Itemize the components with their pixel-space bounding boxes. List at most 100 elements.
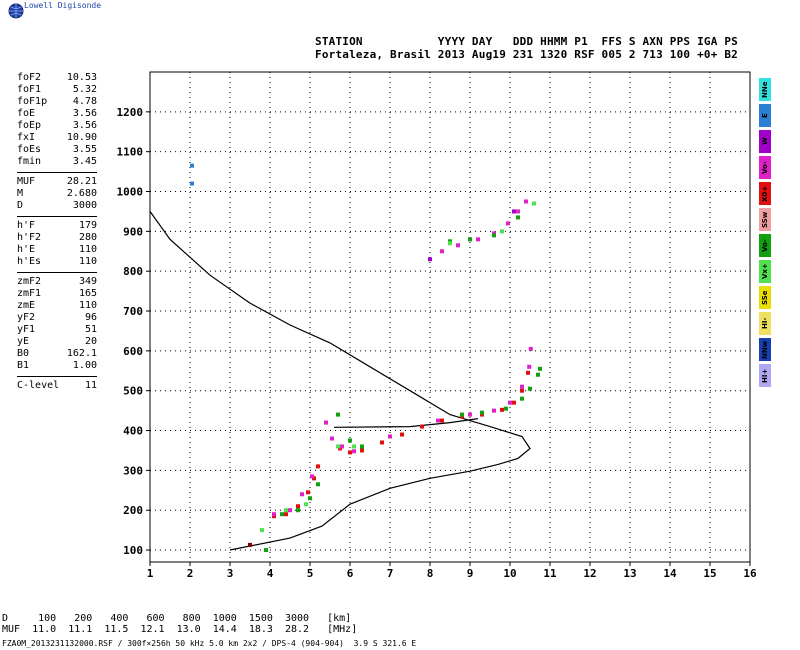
param-label: yE — [17, 336, 30, 347]
profile-lines — [149, 211, 531, 551]
param-label: h'E — [17, 244, 36, 255]
param-label: yF1 — [17, 324, 36, 335]
param-row: B1 1.00 — [17, 360, 97, 372]
trace-point — [284, 512, 288, 517]
param-row: D 3000 — [17, 200, 97, 212]
trace-series — [272, 199, 533, 517]
x-tick-label: 4 — [267, 567, 274, 580]
virtual-height-line — [333, 418, 479, 428]
y-tick-label: 300 — [123, 464, 143, 477]
param-value: 10.53 — [66, 72, 97, 83]
legend-item: HI+ — [759, 364, 771, 387]
trace-point — [400, 432, 404, 437]
param-label: h'F — [17, 220, 36, 231]
param-label: foF1p — [17, 96, 48, 107]
param-row: foEp 3.56 — [17, 120, 97, 132]
trace-point — [264, 548, 268, 553]
param-label: foEs — [17, 144, 42, 155]
trace-point — [388, 434, 392, 439]
param-value: 3000 — [72, 200, 97, 211]
param-value: 179 — [78, 220, 97, 231]
param-label: h'Es — [17, 256, 42, 267]
param-value: 110 — [78, 244, 97, 255]
trace-point — [380, 440, 384, 445]
y-tick-label: 1000 — [117, 186, 144, 199]
x-tick-label: 12 — [583, 567, 596, 580]
param-row: yF1 51 — [17, 324, 97, 336]
trace-point — [348, 438, 352, 443]
trace-point — [460, 412, 464, 417]
trace-point — [296, 508, 300, 513]
trace-point — [352, 444, 356, 449]
param-row: M 2.680 — [17, 188, 97, 200]
param-label: zmE — [17, 300, 36, 311]
trace-point — [504, 406, 508, 411]
param-label: C-level — [17, 380, 60, 391]
brand-label: Lowell Digisonde — [24, 1, 102, 10]
legend-item: NNw — [759, 338, 771, 361]
electron-density-profile-line — [149, 211, 531, 551]
y-tick-label: 900 — [123, 225, 143, 238]
y-tick-label: 700 — [123, 305, 143, 318]
legend-item: E — [759, 104, 771, 127]
param-row: foEs 3.55 — [17, 144, 97, 156]
param-separator — [17, 216, 97, 217]
trace-point — [336, 412, 340, 417]
y-tick-label: 100 — [123, 544, 143, 557]
trace-point — [284, 508, 288, 513]
param-value: 162.1 — [66, 348, 97, 359]
plot-frame — [149, 71, 751, 563]
trace-point — [468, 237, 472, 242]
param-row: zmF2 349 — [17, 276, 97, 288]
trace-series — [260, 201, 536, 533]
legend-item: X0+ — [759, 182, 771, 205]
trace-point — [330, 436, 334, 441]
legend-item: NNe — [759, 78, 771, 101]
param-row: h'Es 110 — [17, 256, 97, 268]
y-tick-label: 1200 — [117, 106, 144, 119]
trace-point — [456, 243, 460, 248]
trace-point — [348, 450, 352, 455]
file-info-footer: FZA0M_2013231132000.RSF / 300f×256h 50 k… — [2, 639, 417, 648]
trace-point — [528, 386, 532, 391]
param-label: yF2 — [17, 312, 36, 323]
trace-point — [492, 233, 496, 238]
muf-distance-row: D 100 200 400 600 800 1000 1500 3000 [km… — [2, 613, 352, 624]
x-tick-label: 5 — [307, 567, 314, 580]
x-tick-label: 6 — [347, 567, 354, 580]
scaled-parameters-panel: foF2 10.53 foF1 5.32 foF1p 4.78 foE 3.56 foEp 3.5… — [17, 72, 97, 392]
legend-item: Vo- — [759, 156, 771, 179]
x-tick-label: 14 — [663, 567, 677, 580]
y-tick-label: 400 — [123, 425, 143, 438]
param-value: 1.00 — [72, 360, 97, 371]
param-value: 110 — [78, 256, 97, 267]
trace-point — [316, 482, 320, 487]
param-row: h'E 110 — [17, 244, 97, 256]
trace-point — [520, 396, 524, 401]
y-tick-label: 600 — [123, 345, 143, 358]
param-row: fxI 10.90 — [17, 132, 97, 144]
x-tick-label: 15 — [703, 567, 716, 580]
param-label: foF1 — [17, 84, 42, 95]
param-label: foE — [17, 108, 36, 119]
legend-item: W — [759, 130, 771, 153]
param-row: foF1 5.32 — [17, 84, 97, 96]
trace-point — [448, 241, 452, 246]
trace-point — [516, 209, 520, 214]
legend-item: SSe — [759, 286, 771, 309]
x-tick-label: 13 — [623, 567, 636, 580]
legend-item: HI- — [759, 312, 771, 335]
trace-series — [264, 215, 542, 553]
param-value: 165 — [78, 288, 97, 299]
x-tick-label: 1 — [147, 567, 154, 580]
param-value: 2.680 — [66, 188, 97, 199]
polarization-legend: NNe E W Vo- X0+ SSw Vo- Vx+ SSe HI- NNw HI+ — [759, 78, 771, 390]
trace-point — [280, 512, 284, 517]
x-tick-label: 3 — [227, 567, 234, 580]
y-tick-label: 200 — [123, 504, 143, 517]
x-tick-label: 9 — [467, 567, 474, 580]
trace-point — [308, 496, 312, 501]
trace-point — [260, 528, 264, 533]
x-axis-ticks: 1 2 3 4 5 6 7 8 9 10 11 12 13 14 15 16 — [147, 562, 757, 580]
